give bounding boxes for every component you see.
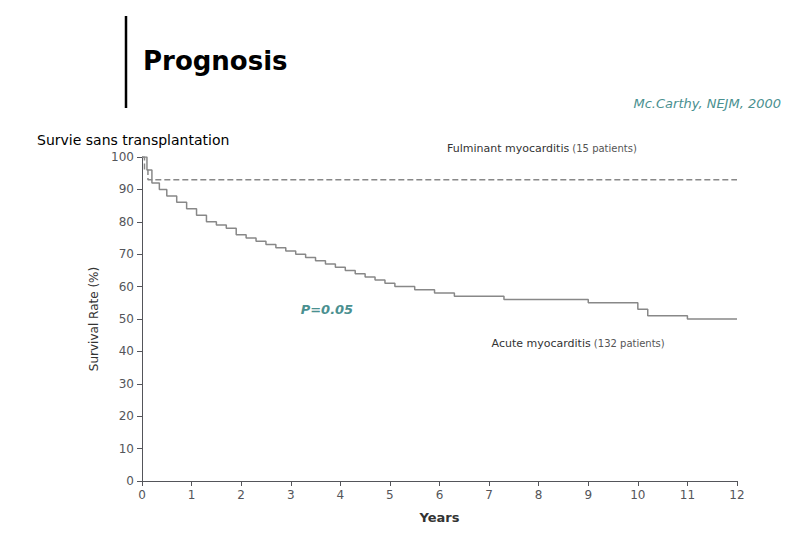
svg-text:10: 10 <box>630 488 645 502</box>
svg-text:Fulminant myocarditis: Fulminant myocarditis <box>447 142 569 155</box>
svg-text:Years: Years <box>419 510 460 525</box>
svg-text:5: 5 <box>386 488 394 502</box>
svg-text:8: 8 <box>535 488 543 502</box>
svg-text:100: 100 <box>111 150 134 164</box>
svg-text:11: 11 <box>680 488 695 502</box>
svg-text:20: 20 <box>119 409 134 423</box>
svg-text:1: 1 <box>188 488 196 502</box>
svg-text:Acute myocarditis: Acute myocarditis <box>492 337 591 350</box>
svg-text:60: 60 <box>119 280 134 294</box>
svg-text:Prognosis: Prognosis <box>143 46 288 76</box>
svg-text:40: 40 <box>119 344 134 358</box>
svg-text:80: 80 <box>119 215 134 229</box>
svg-text:10: 10 <box>119 442 134 456</box>
svg-text:90: 90 <box>119 182 134 196</box>
svg-text:Survie sans transplantation: Survie sans transplantation <box>37 132 229 148</box>
svg-text:Mc.Carthy, NEJM, 2000: Mc.Carthy, NEJM, 2000 <box>633 96 781 111</box>
svg-text:9: 9 <box>584 488 592 502</box>
svg-text:3: 3 <box>287 488 295 502</box>
svg-text:Survival Rate (%): Survival Rate (%) <box>87 267 101 371</box>
svg-text:6: 6 <box>436 488 444 502</box>
svg-text:0: 0 <box>138 488 146 502</box>
svg-text:0: 0 <box>126 474 134 488</box>
svg-text:70: 70 <box>119 247 134 261</box>
svg-text:7: 7 <box>485 488 493 502</box>
svg-text:30: 30 <box>119 377 134 391</box>
svg-text:4: 4 <box>337 488 345 502</box>
svg-text:2: 2 <box>237 488 245 502</box>
svg-text:50: 50 <box>119 312 134 326</box>
svg-text:(132 patients): (132 patients) <box>591 338 665 349</box>
svg-text:(15 patients): (15 patients) <box>569 143 637 154</box>
svg-text:P=0.05: P=0.05 <box>301 302 354 317</box>
svg-text:12: 12 <box>729 488 744 502</box>
